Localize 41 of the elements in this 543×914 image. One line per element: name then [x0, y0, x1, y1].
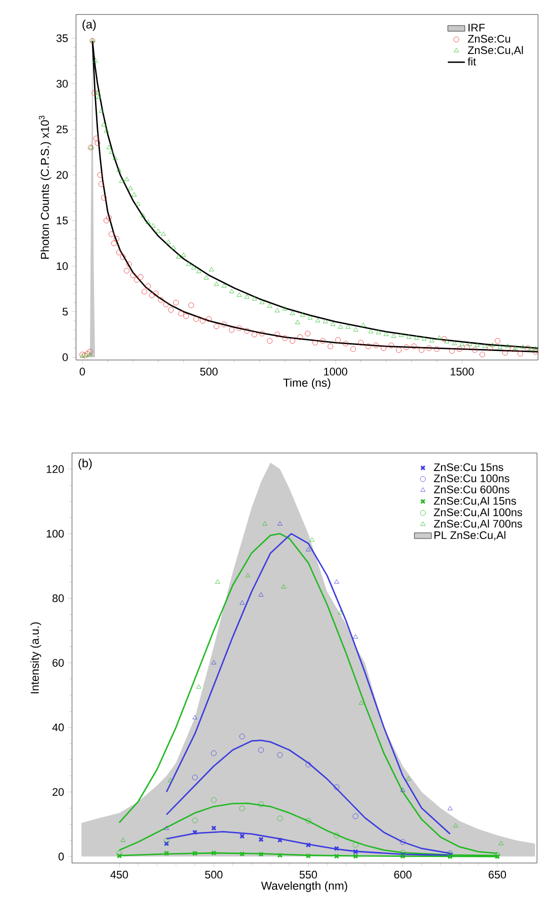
y-axis-title: Intensity (a.u.): [30, 622, 42, 694]
x-tick-label: 0: [80, 368, 85, 376]
legend-label: ZnSe:Cu 15ns: [434, 463, 504, 472]
legend-label: ZnSe:Cu: [468, 34, 510, 43]
y-tick-label: 5: [62, 308, 68, 316]
x-tick-label: 1000: [324, 368, 348, 376]
x-axis-title: Time (ns): [283, 378, 330, 390]
y-tick-label: 20: [52, 788, 64, 796]
x-tick-label: 600: [394, 870, 412, 879]
y-tick-label: 30: [56, 80, 68, 88]
x-tick-label: 550: [300, 870, 317, 879]
x-tick-label: 450: [110, 870, 128, 879]
legend-label: ZnSe:Cu,Al 15ns: [434, 496, 516, 506]
y-tick-label: 10: [56, 262, 68, 270]
annotation: (b): [78, 458, 92, 470]
legend-label: fit: [468, 57, 476, 66]
y-tick-label: 60: [52, 658, 64, 667]
x-tick-label: 500: [200, 368, 218, 376]
y-tick-label: 15: [56, 216, 68, 224]
y-tick-label: 35: [56, 34, 68, 42]
legend-label: ZnSe:Cu 100ns: [434, 474, 510, 482]
legend-label: ZnSe:Cu,Al 700ns: [434, 520, 522, 529]
y-tick-label: 25: [56, 125, 68, 134]
x-tick-label: 650: [488, 870, 506, 879]
y-tick-label: 0: [58, 852, 64, 860]
y-tick-label: 120: [46, 465, 64, 474]
legend-label: ZnSe:Cu,Al 100ns: [434, 508, 522, 518]
x-axis-title: Wavelength (nm): [261, 881, 348, 892]
x-tick-label: 500: [205, 870, 222, 879]
annotation: (a): [82, 20, 96, 31]
y-axis-title: Photon Counts (C.P.S.) x10$^{3}$: [38, 116, 52, 259]
y-tick-label: 0: [62, 353, 68, 362]
y-tick-label: 100: [46, 530, 64, 538]
y-tick-label: 80: [52, 594, 64, 602]
y-tick-label: 20: [56, 171, 68, 179]
legend-label: ZnSe:Cu 600ns: [434, 486, 510, 494]
legend-label: PL ZnSe:Cu,Al: [434, 530, 506, 540]
x-tick-label: 1500: [450, 368, 474, 376]
legend-label: ZnSe:Cu,Al: [468, 46, 523, 56]
legend-label: IRF: [468, 24, 485, 32]
y-tick-label: 40: [52, 724, 64, 732]
